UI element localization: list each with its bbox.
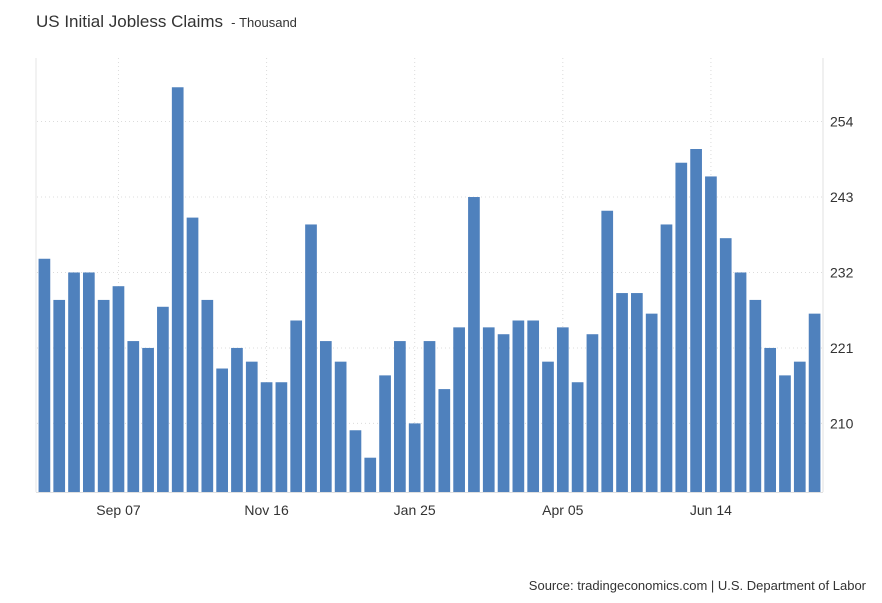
bar [245, 361, 258, 492]
source-note: Source: tradingeconomics.com | U.S. Depa… [528, 578, 866, 593]
bar [364, 457, 377, 492]
bar [586, 334, 599, 492]
bar [631, 293, 643, 492]
bar [201, 299, 214, 492]
bar [719, 238, 732, 492]
title-text: US Initial Jobless Claims [36, 12, 224, 31]
unit-text: Thousand [239, 15, 297, 30]
chart-title: US Initial Jobless Claims - Thousand [36, 12, 297, 32]
bar [82, 272, 95, 492]
bar [542, 361, 554, 492]
bar [468, 197, 480, 492]
bar [601, 210, 614, 493]
unit-prefix: - [227, 15, 240, 30]
bar [231, 347, 243, 492]
bar [171, 87, 184, 492]
bar [482, 327, 495, 492]
y-tick-label: 232 [830, 264, 854, 280]
bar [690, 149, 702, 492]
x-tick-label: Jun 14 [690, 502, 732, 518]
bar [68, 272, 80, 492]
x-tick-label: Nov 16 [244, 502, 289, 518]
y-tick-label: 221 [830, 340, 854, 356]
bar [275, 382, 288, 492]
bar [616, 293, 628, 492]
bar [734, 272, 747, 492]
bar [334, 361, 347, 492]
bar [394, 341, 406, 492]
bar [423, 341, 436, 492]
x-tick-label: Jan 25 [394, 502, 436, 518]
bar [808, 313, 821, 492]
y-tick-label: 210 [830, 415, 854, 431]
bar [453, 327, 465, 492]
bar [157, 306, 169, 492]
bar [675, 162, 688, 492]
bar [438, 389, 451, 492]
bar [497, 334, 510, 492]
bar [349, 430, 362, 492]
bar [379, 375, 391, 492]
bar [260, 382, 273, 492]
x-tick-label: Sep 07 [96, 502, 141, 518]
bar [793, 361, 806, 492]
y-tick-label: 243 [830, 189, 854, 205]
bar [53, 299, 66, 492]
bar [571, 382, 584, 492]
bar [764, 347, 777, 492]
bar [142, 347, 154, 492]
bar [97, 299, 110, 492]
bar [38, 258, 51, 492]
bar [645, 313, 658, 492]
bar [779, 375, 791, 492]
bar [749, 299, 762, 492]
bar [305, 224, 317, 492]
bar [408, 423, 421, 492]
bar [290, 320, 303, 492]
bar [112, 286, 125, 492]
y-tick-label: 254 [830, 114, 854, 130]
bar [705, 176, 717, 492]
bar [527, 320, 540, 492]
x-tick-label: Apr 05 [542, 502, 583, 518]
bar [660, 224, 673, 492]
bar [216, 368, 228, 492]
bar [319, 341, 332, 492]
bar [556, 327, 569, 492]
bar-chart: 210 221 232 243 254 Sep 07 Nov 16 Jan 25 Apr 05 J… [35, 58, 854, 518]
bar [127, 341, 140, 492]
bar [186, 217, 199, 492]
bar [512, 320, 525, 492]
